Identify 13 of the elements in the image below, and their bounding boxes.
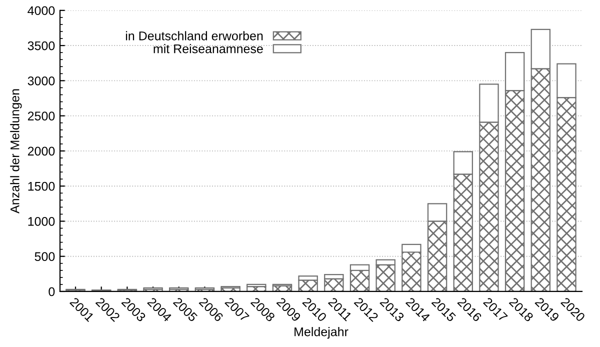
- legend-label: in Deutschland erworben: [126, 31, 263, 40]
- y-tick-label: 500: [34, 252, 55, 261]
- y-tick-label: 3000: [28, 76, 55, 86]
- y-tick-label: 4000: [28, 6, 55, 16]
- y-tick-label: 2500: [28, 112, 55, 120]
- y-tick-label: 1000: [28, 217, 55, 226]
- y-tick-label: 0: [48, 287, 55, 296]
- y-axis-title: Anzahl der Meldungen: [10, 89, 22, 214]
- x-axis-title: Meldejahr: [294, 327, 348, 339]
- y-tick-label: 2000: [28, 146, 55, 156]
- legend-label: mit Reiseanamnese: [154, 44, 263, 54]
- y-tick-label: 3500: [28, 41, 55, 50]
- y-tick-label: 1500: [28, 182, 55, 191]
